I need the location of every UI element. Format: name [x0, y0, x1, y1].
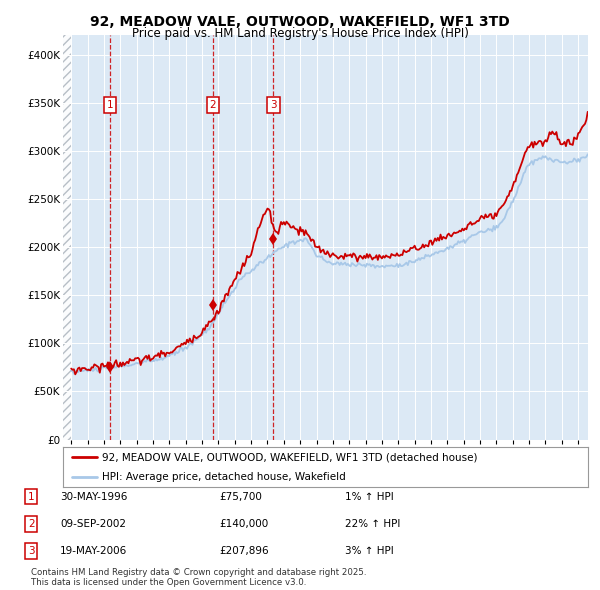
Text: 3: 3: [28, 546, 35, 556]
Text: 92, MEADOW VALE, OUTWOOD, WAKEFIELD, WF1 3TD (detached house): 92, MEADOW VALE, OUTWOOD, WAKEFIELD, WF1…: [103, 453, 478, 463]
Text: 2: 2: [209, 100, 216, 110]
Text: 22% ↑ HPI: 22% ↑ HPI: [345, 519, 400, 529]
Text: Contains HM Land Registry data © Crown copyright and database right 2025.
This d: Contains HM Land Registry data © Crown c…: [31, 568, 367, 587]
Text: 09-SEP-2002: 09-SEP-2002: [60, 519, 126, 529]
Text: HPI: Average price, detached house, Wakefield: HPI: Average price, detached house, Wake…: [103, 472, 346, 481]
Text: £140,000: £140,000: [219, 519, 268, 529]
Text: 3: 3: [270, 100, 277, 110]
Text: 30-MAY-1996: 30-MAY-1996: [60, 492, 127, 502]
Text: 1% ↑ HPI: 1% ↑ HPI: [345, 492, 394, 502]
Text: £75,700: £75,700: [219, 492, 262, 502]
Text: Price paid vs. HM Land Registry's House Price Index (HPI): Price paid vs. HM Land Registry's House …: [131, 27, 469, 40]
Text: 2: 2: [28, 519, 35, 529]
Text: 3% ↑ HPI: 3% ↑ HPI: [345, 546, 394, 556]
Text: 92, MEADOW VALE, OUTWOOD, WAKEFIELD, WF1 3TD: 92, MEADOW VALE, OUTWOOD, WAKEFIELD, WF1…: [90, 15, 510, 30]
Text: £207,896: £207,896: [219, 546, 269, 556]
Text: 1: 1: [107, 100, 113, 110]
Text: 1: 1: [28, 492, 35, 502]
Text: 19-MAY-2006: 19-MAY-2006: [60, 546, 127, 556]
